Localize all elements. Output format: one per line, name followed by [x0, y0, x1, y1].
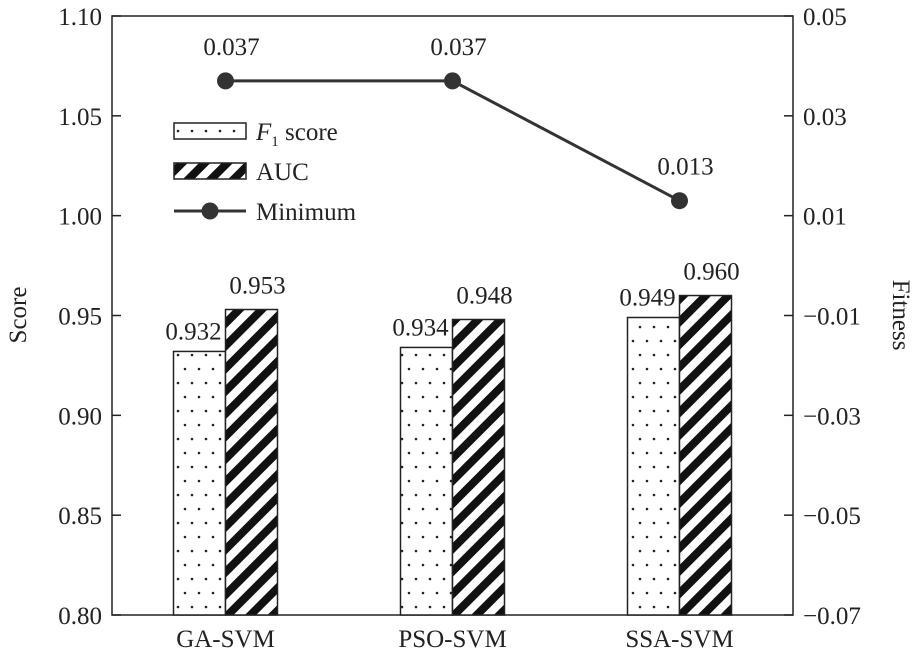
bar-data-label: 0.948 — [456, 282, 512, 309]
legend-swatch-minimum-marker — [201, 202, 219, 220]
minimum-data-label: 0.037 — [203, 34, 259, 61]
bar-f1-score — [399, 346, 454, 616]
bar-f1-score — [626, 316, 681, 616]
y2-tick-label: −0.05 — [803, 503, 861, 530]
y2-tick-label: −0.07 — [803, 603, 861, 630]
legend-label: Minimum — [256, 199, 357, 226]
y-tick-label: 1.10 — [58, 4, 102, 31]
y2-tick-label: −0.01 — [803, 304, 861, 331]
y-tick-label: 0.80 — [58, 603, 102, 630]
minimum-point — [444, 72, 461, 90]
y2-tick-label: 0.05 — [803, 4, 847, 31]
legend-swatch-f1-score — [173, 122, 247, 140]
x-tick-label: SSA-SVM — [625, 626, 733, 653]
bar-f1-score — [172, 350, 227, 616]
legend: F1 score AUC Minimum — [173, 119, 357, 226]
y2-tick-label: 0.01 — [803, 204, 847, 231]
y-tick-label: 0.95 — [58, 304, 102, 331]
x-tick-label: PSO-SVM — [398, 626, 506, 653]
axes: 0.80 0.85 0.90 0.95 1.00 1.05 1.10 −0.07 −0.05 −0… — [58, 4, 861, 653]
bar-auc — [451, 318, 506, 616]
x-tick-label: GA-SVM — [176, 626, 275, 653]
y-axis-title: Score — [5, 287, 32, 344]
y-tick-label: 1.00 — [58, 204, 102, 231]
y2-tick-label: −0.03 — [803, 403, 861, 430]
legend-label: F1 score — [255, 119, 338, 150]
bar-auc — [224, 308, 279, 616]
y-tick-label: 0.90 — [58, 403, 102, 430]
y2-tick-label: 0.03 — [803, 104, 847, 131]
y-tick-label: 0.85 — [58, 503, 102, 530]
minimum-point — [217, 72, 234, 90]
y2-axis-title: Fitness — [887, 280, 914, 351]
bar-data-label: 0.932 — [165, 318, 221, 345]
bar-data-label: 0.949 — [619, 284, 675, 311]
bars — [172, 294, 733, 616]
minimum-data-label: 0.037 — [430, 34, 486, 61]
minimum-point — [671, 192, 688, 210]
data-labels: 0.932 0.953 0.934 0.948 0.949 0.960 0.037 0.037… — [165, 34, 739, 346]
bar-data-label: 0.953 — [229, 273, 285, 300]
minimum-data-label: 0.013 — [657, 154, 713, 181]
bar-data-label: 0.960 — [683, 259, 739, 286]
legend-label: AUC — [256, 159, 309, 186]
y-tick-label: 1.05 — [58, 104, 102, 131]
bar-data-label: 0.934 — [392, 314, 449, 341]
legend-swatch-auc — [173, 162, 247, 180]
minimum-line — [217, 72, 688, 210]
bar-auc — [678, 294, 733, 616]
